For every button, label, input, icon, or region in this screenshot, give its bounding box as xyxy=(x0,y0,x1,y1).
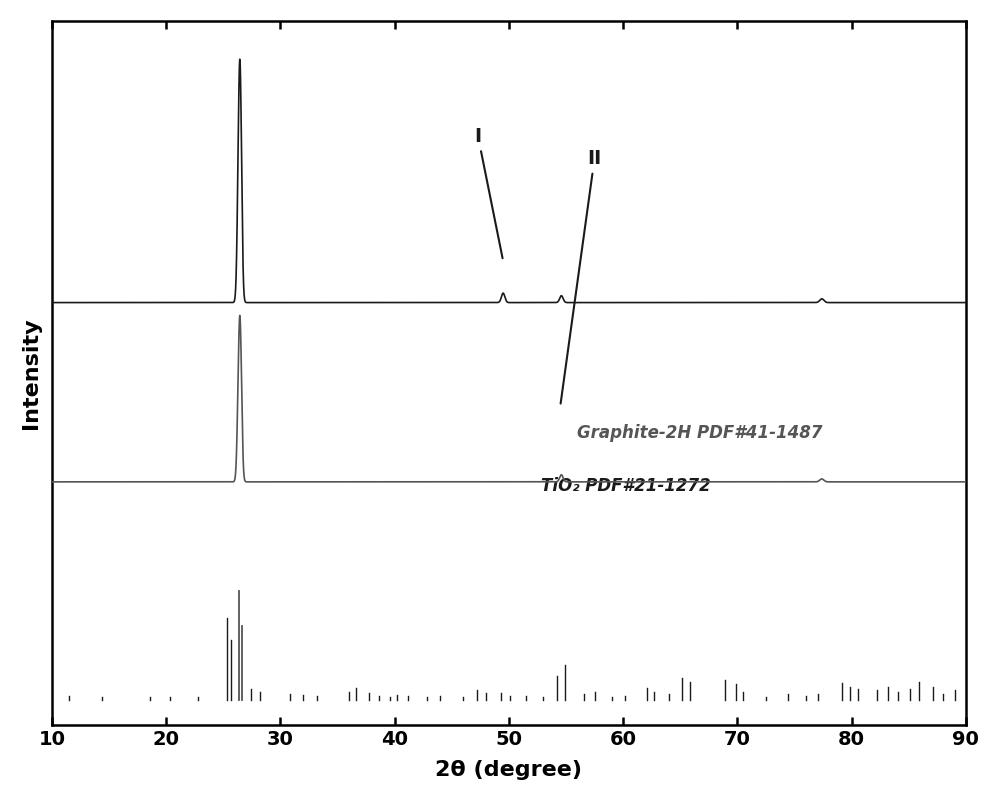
Text: I: I xyxy=(474,127,503,258)
X-axis label: 2θ (degree): 2θ (degree) xyxy=(435,760,582,780)
Text: II: II xyxy=(561,149,602,404)
Text: Graphite-2H PDF#41-1487: Graphite-2H PDF#41-1487 xyxy=(577,424,823,442)
Text: TiO₂ PDF#21-1272: TiO₂ PDF#21-1272 xyxy=(541,477,711,495)
Y-axis label: Intensity: Intensity xyxy=(21,317,41,429)
